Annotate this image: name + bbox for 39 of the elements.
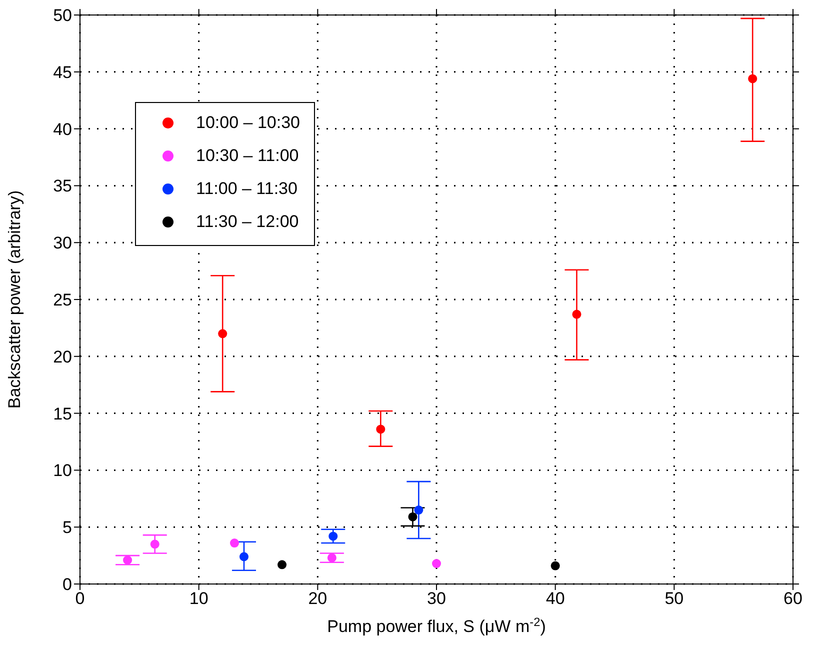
point (327, 553, 336, 562)
x-tick-label: 40 (546, 589, 565, 608)
point (376, 424, 386, 434)
y-tick-label: 20 (53, 347, 72, 366)
y-tick-label: 0 (62, 575, 72, 594)
point (432, 559, 442, 568)
y-tick-label: 45 (53, 62, 72, 82)
point (328, 532, 338, 541)
point (230, 538, 239, 548)
point (572, 310, 582, 319)
legend-label: 11:30 – 12:00 (196, 212, 299, 232)
legend-label: 10:00 – 10:30 (196, 113, 300, 133)
y-tick-label: 30 (53, 234, 72, 253)
x-tick-label: 30 (427, 589, 446, 608)
point (748, 74, 758, 84)
y-tick-label: 5 (62, 518, 72, 538)
y-axis-title: Backscatter power (arbitrary) (5, 190, 24, 409)
point (218, 329, 228, 338)
x-tick-label: 10 (189, 589, 208, 608)
x-tick-label: 0 (75, 589, 85, 608)
legend-label: 11:00 – 11:30 (196, 179, 298, 199)
x-tick-label: 60 (784, 589, 802, 608)
point (123, 556, 132, 565)
y-tick-label: 50 (53, 6, 72, 26)
x-tick-label: 20 (308, 589, 328, 608)
x-tick-label: 50 (664, 589, 684, 608)
y-tick-label: 10 (53, 461, 72, 480)
y-tick-label: 15 (53, 404, 72, 424)
legend-label: 10:30 – 11:00 (196, 146, 299, 166)
y-tick-label: 35 (53, 176, 72, 196)
point (414, 506, 424, 515)
x-axis-title: Pump power flux, S (μW m$^{-2}$) (327, 615, 546, 636)
point (278, 560, 287, 570)
point (239, 552, 249, 562)
y-tick-label: 25 (53, 290, 72, 310)
point (550, 561, 560, 570)
point (150, 540, 160, 549)
y-tick-label: 40 (53, 120, 72, 139)
point (408, 512, 418, 522)
